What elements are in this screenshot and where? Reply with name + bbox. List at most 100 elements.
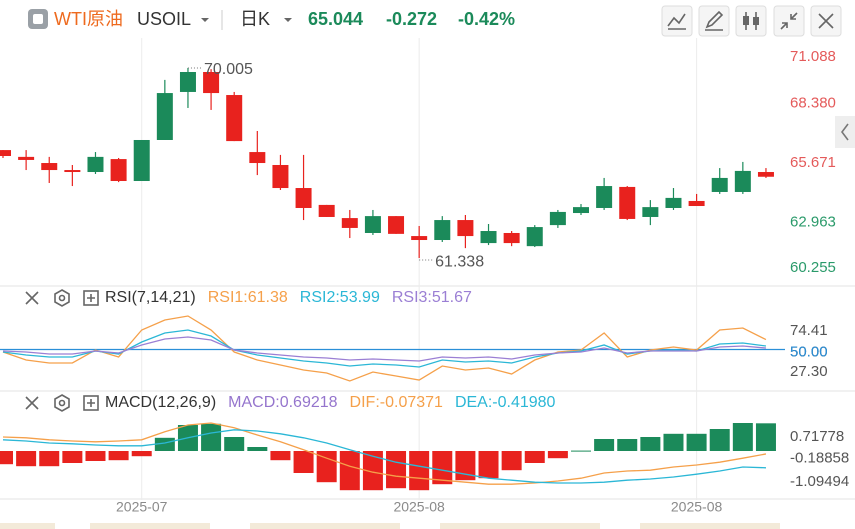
candle-body [480,231,497,244]
candle-body [457,220,474,237]
candle-body [526,227,543,247]
add-indicator-plus [87,294,95,302]
candle-body [688,200,705,207]
candle-body [388,216,405,234]
histogram-bar [201,423,222,451]
shrink-button[interactable] [773,5,805,37]
shrink-icon [780,12,798,30]
candle-icon [743,16,749,25]
histogram-bar [0,451,13,465]
histogram-bar [247,447,268,451]
histogram-bar [409,451,430,491]
histogram-bar [270,451,291,461]
candle-body [642,207,659,217]
candle-body [665,197,682,208]
histogram-bar [293,451,314,473]
settings-icon[interactable] [54,394,70,412]
y-tick-label: 68.380 [790,95,836,112]
histogram-bar [640,437,661,451]
legend-entry: DIF:-0.07371 [350,394,443,411]
candle-body [226,95,243,142]
candle-body [434,220,451,241]
low-annotation: 61.338 [435,253,484,270]
legend-entry: RSI3:51.67 [392,289,472,306]
y-tick-label: 60.255 [790,259,836,276]
indicator-line [2,315,767,382]
candle-body [0,150,11,157]
histogram-bar [524,451,545,463]
bottom-tab[interactable] [250,523,400,529]
candle-body [341,218,358,228]
indicator-line [2,429,766,484]
indicator-title: RSI(7,14,21) [105,289,196,306]
candle-body [318,204,335,217]
y-tick-label: 27.30 [790,363,828,380]
x-tick-label: 2025-08 [393,499,445,515]
indicator-line [2,336,767,362]
price-change-pct: -0.42% [458,9,515,29]
high-annotation: 70.005 [204,61,253,78]
histogram-bar [663,433,684,451]
bottom-tab[interactable] [0,523,55,529]
instrument-name[interactable]: WTI原油 [54,9,123,29]
price-change: -0.272 [386,9,437,29]
histogram-bar [617,439,638,451]
macd-controls [25,394,99,412]
instrument-symbol[interactable]: USOIL [137,9,191,29]
x-tick-label: 2025-08 [671,499,723,515]
candle-body [203,71,220,94]
histogram-bar [432,451,453,485]
candle-button[interactable] [735,5,767,37]
symbol-icon-inner [33,14,43,24]
histogram-bar [686,433,707,451]
draw-button[interactable] [698,5,730,37]
remove-indicator[interactable] [25,396,39,410]
bottom-tab[interactable] [640,523,780,529]
legend-entry: DEA:-0.41980 [455,394,556,411]
indicator-line [2,329,767,368]
histogram-bar [108,451,129,461]
histogram-bar [594,439,615,451]
add-indicator[interactable] [83,395,99,411]
legend-entry: RSI2:53.99 [300,289,380,306]
remove-indicator[interactable] [25,291,39,305]
dropdown-arrow[interactable] [284,18,292,22]
period[interactable]: 日K [240,9,270,29]
add-indicator[interactable] [83,290,99,306]
candle-body [757,172,774,177]
midline-label: 50.00 [790,343,828,360]
candle-body [549,211,566,226]
dropdown-arrow[interactable] [201,18,209,22]
settings-icon[interactable] [54,289,70,307]
indicator-line [2,422,767,485]
y-tick-label: 65.671 [790,154,836,171]
toolbar [661,5,842,37]
candle-body [272,164,289,189]
histogram-bar [501,451,522,471]
candle-body [64,170,81,173]
histogram-bar [85,451,106,461]
histogram-bar [709,429,730,451]
candle-body [411,236,428,241]
legend-entry: RSI1:61.38 [208,289,288,306]
candle-icon [753,17,759,25]
bottom-tab[interactable] [440,523,600,529]
candle-body [110,159,127,182]
bottom-tab[interactable] [90,523,210,529]
last-price: 65.044 [308,9,363,29]
legend-entry: MACD:0.69218 [228,394,337,411]
side-collapse-button[interactable] [835,116,855,148]
candle-body [364,216,381,233]
candle-body [249,152,266,164]
candle-body [734,170,751,192]
candle-body [179,71,196,92]
candle-body [596,186,613,208]
x-tick-label: 2025-07 [116,499,168,515]
candle-body [87,156,104,173]
candle-body [133,139,150,182]
close-icon [818,13,834,29]
candle-body [18,156,35,160]
histogram-bar [316,451,337,483]
candle-body [619,186,636,219]
